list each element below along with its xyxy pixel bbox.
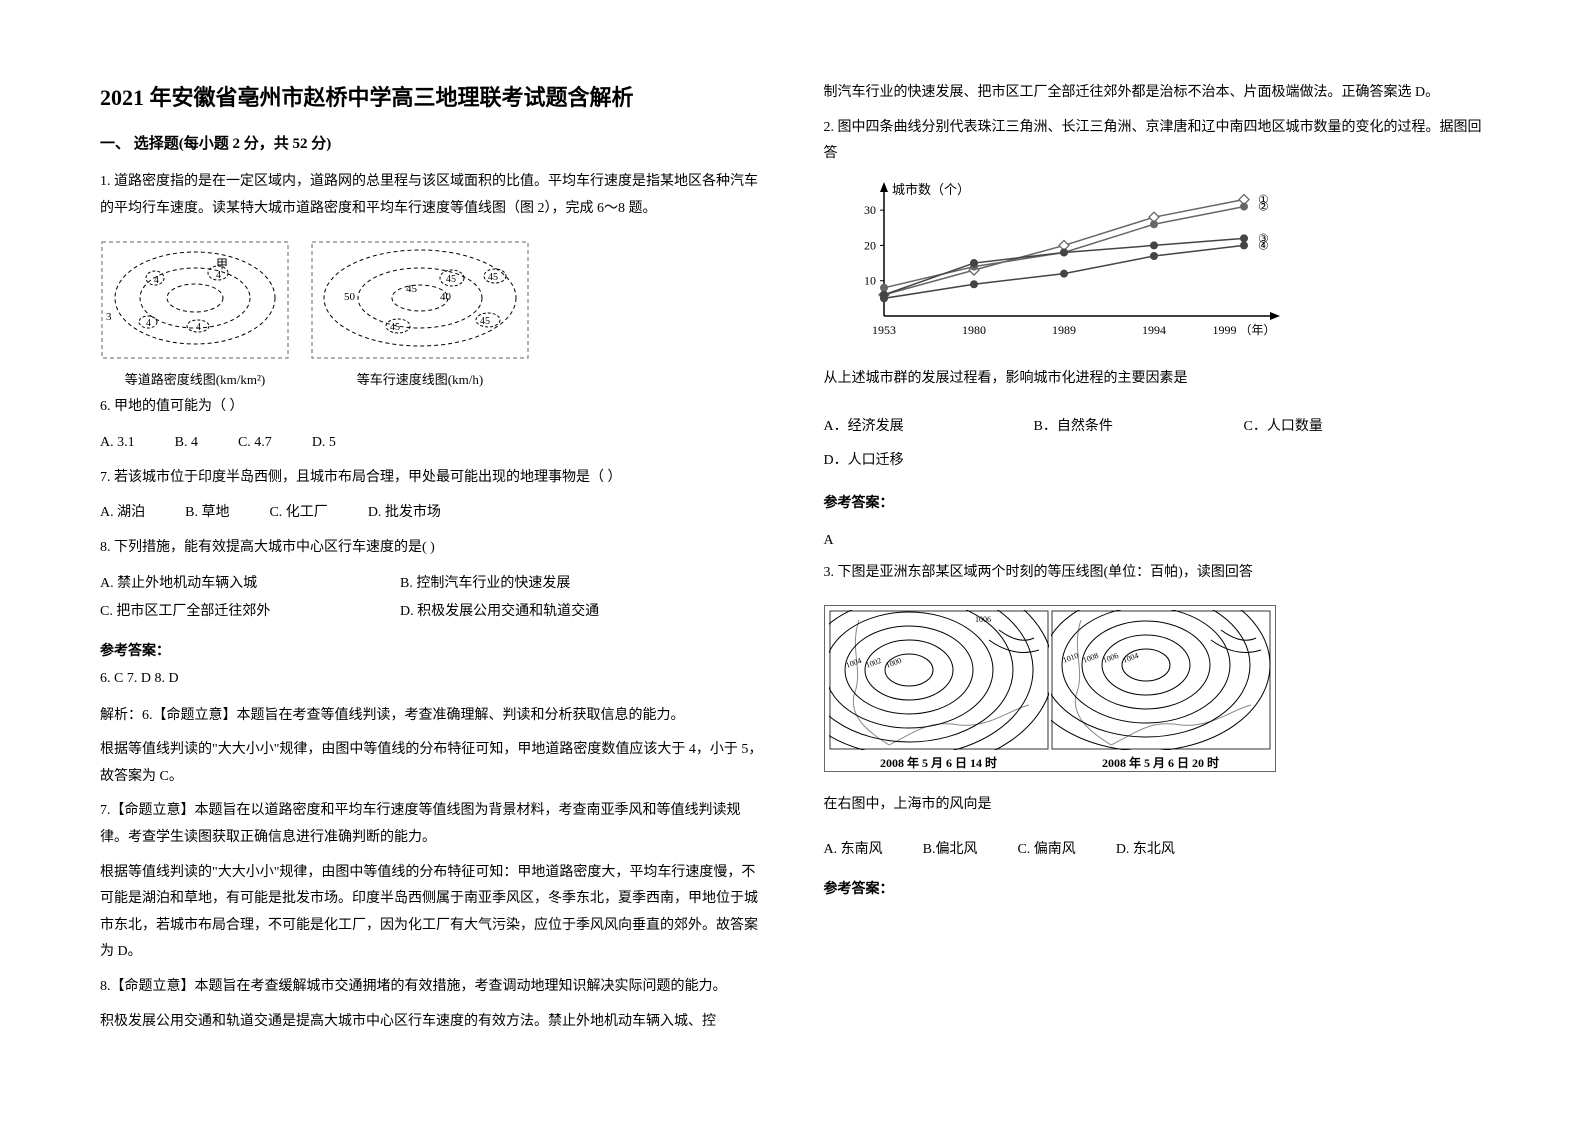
svg-text:20: 20 bbox=[864, 238, 876, 252]
speed-contour-svg: 50 45 40 45 45 45 45 bbox=[310, 240, 530, 360]
q1-fig-left: 3 4 4 4 4 甲 等道路密度线图(km/km²) bbox=[100, 240, 290, 388]
q1-fig-right-caption: 等车行速度线图(km/h) bbox=[310, 369, 530, 388]
q6-text: 6. 甲地的值可能为（ ） bbox=[100, 394, 764, 421]
q2-options: A．经济发展 B．自然条件 C．人口数量 D．人口迁移 bbox=[824, 410, 1488, 477]
svg-text:40: 40 bbox=[440, 291, 452, 303]
svg-text:45: 45 bbox=[480, 316, 490, 327]
svg-text:1980: 1980 bbox=[962, 323, 986, 337]
q1-answers: 6. C 7. D 8. D bbox=[100, 666, 764, 693]
svg-text:②: ② bbox=[1258, 199, 1269, 213]
q2-opt-a: A．经济发展 bbox=[824, 410, 1034, 444]
q6-explain-a: 解析：6.【命题立意】本题旨在考查等值线判读，考查准确理解、判读和分析获取信息的… bbox=[100, 703, 764, 730]
q3-answer-label: 参考答案： bbox=[824, 878, 1488, 898]
svg-text:45: 45 bbox=[446, 274, 456, 285]
svg-text:1953: 1953 bbox=[872, 323, 896, 337]
q8-opt-d: D. 积极发展公用交通和轨道交通 bbox=[400, 598, 599, 626]
svg-text:1989: 1989 bbox=[1052, 323, 1076, 337]
svg-text:4: 4 bbox=[146, 318, 151, 329]
section-1-header: 一、 选择题(每小题 2 分，共 52 分) bbox=[100, 132, 764, 153]
svg-text:45: 45 bbox=[406, 283, 418, 295]
q3-text: 在右图中，上海市的风向是 bbox=[824, 792, 1488, 819]
q8-explain-b: 积极发展公用交通和轨道交通是提高大城市中心区行车速度的有效方法。禁止外地机动车辆… bbox=[100, 1009, 764, 1036]
q1-fig-left-caption: 等道路密度线图(km/km²) bbox=[100, 369, 290, 388]
q3-fig-right-caption: 2008 年 5 月 6 日 20 时 bbox=[1102, 754, 1219, 771]
q3-intro: 3. 下图是亚洲东部某区域两个时刻的等压线图(单位：百帕)，读图回答 bbox=[824, 560, 1488, 587]
q8-options: A. 禁止外地机动车辆入城 B. 控制汽车行业的快速发展 C. 把市区工厂全部迁… bbox=[100, 570, 764, 626]
q3-options: A. 东南风 B.偏北风 C. 偏南风 D. 东北风 bbox=[824, 836, 1488, 864]
q1-fig-right: 50 45 40 45 45 45 45 等车行速度线图(km/h) bbox=[310, 240, 530, 388]
q3-fig-left-caption: 2008 年 5 月 6 日 14 时 bbox=[880, 754, 997, 771]
svg-text:45: 45 bbox=[488, 272, 498, 283]
svg-text:30: 30 bbox=[864, 203, 876, 217]
svg-text:1010: 1010 bbox=[1061, 651, 1079, 665]
q6-explain-b: 根据等值线判读的"大大小小"规律，由图中等值线的分布特征可知，甲地道路密度数值应… bbox=[100, 737, 764, 790]
svg-text:城市数（个）: 城市数（个） bbox=[892, 182, 970, 197]
q7-text: 7. 若该城市位于印度半岛西侧，且城市布局合理，甲处最可能出现的地理事物是（ ） bbox=[100, 465, 764, 492]
q6-options: A. 3.1 B. 4 C. 4.7 D. 5 bbox=[100, 429, 764, 457]
svg-text:3: 3 bbox=[106, 311, 112, 323]
svg-text:4: 4 bbox=[154, 275, 159, 286]
q3-opt-b: B.偏北风 bbox=[923, 836, 978, 864]
q2-opt-c: C．人口数量 bbox=[1244, 410, 1454, 444]
q8-opt-b: B. 控制汽车行业的快速发展 bbox=[400, 570, 570, 598]
q8-explain-a: 8.【命题立意】本题旨在考查缓解城市交通拥堵的有效措施，考查调动地理知识解决实际… bbox=[100, 974, 764, 1001]
q7-opt-a: A. 湖泊 bbox=[100, 499, 145, 527]
city-count-chart: 城市数（个）10203019531980198919941999 （年）①②③④ bbox=[824, 176, 1324, 356]
q1-intro: 1. 道路密度指的是在一定区域内，道路网的总里程与该区域面积的比值。平均车行速度… bbox=[100, 169, 764, 222]
q1-figure-row: 3 4 4 4 4 甲 等道路密度线图(km/km²) 50 45 bbox=[100, 240, 764, 388]
q1-answer-label: 参考答案： bbox=[100, 640, 764, 660]
density-contour-svg: 3 4 4 4 4 甲 bbox=[100, 240, 290, 360]
q6-opt-c: C. 4.7 bbox=[238, 429, 272, 457]
q2-answer: A bbox=[824, 528, 1488, 555]
svg-text:1994: 1994 bbox=[1142, 323, 1166, 337]
svg-text:4: 4 bbox=[216, 270, 221, 281]
q2-text: 从上述城市群的发展过程看，影响城市化进程的主要因素是 bbox=[824, 366, 1488, 393]
svg-text:45: 45 bbox=[390, 322, 400, 333]
q7-opt-c: C. 化工厂 bbox=[269, 499, 327, 527]
q7-opt-b: B. 草地 bbox=[185, 499, 229, 527]
q3-fig-left: 1000100210041006100810101012 2008 年 5 月 … bbox=[829, 610, 1049, 771]
svg-text:1999 （年）: 1999 （年） bbox=[1212, 323, 1275, 337]
q3-opt-a: A. 东南风 bbox=[824, 836, 883, 864]
svg-text:10: 10 bbox=[864, 273, 876, 287]
q2-opt-b: B．自然条件 bbox=[1034, 410, 1244, 444]
svg-text:1002: 1002 bbox=[864, 656, 882, 670]
q8-opt-c: C. 把市区工厂全部迁往郊外 bbox=[100, 598, 360, 626]
svg-text:1000: 1000 bbox=[884, 656, 902, 670]
q3-opt-d: D. 东北风 bbox=[1116, 836, 1175, 864]
svg-text:④: ④ bbox=[1258, 238, 1269, 252]
q3-figure-row: 1000100210041006100810101012 2008 年 5 月 … bbox=[824, 605, 1488, 772]
q3-fig-right: 100410061008101010121014 2008 年 5 月 6 日 … bbox=[1051, 610, 1271, 771]
q6-opt-d: D. 5 bbox=[312, 429, 336, 457]
q7-explain-b: 根据等值线判读的"大大小小"规律，由图中等值线的分布特征可知：甲地道路密度大，平… bbox=[100, 860, 764, 966]
q2-intro: 2. 图中四条曲线分别代表珠江三角洲、长江三角洲、京津唐和辽中南四地区城市数量的… bbox=[824, 115, 1488, 168]
svg-text:1004: 1004 bbox=[1121, 651, 1139, 665]
isobar-right-svg: 100410061008101010121014 bbox=[1051, 610, 1271, 750]
svg-text:4: 4 bbox=[196, 322, 201, 333]
q8-opt-a: A. 禁止外地机动车辆入城 bbox=[100, 570, 360, 598]
q3-opt-c: C. 偏南风 bbox=[1017, 836, 1075, 864]
q7-options: A. 湖泊 B. 草地 C. 化工厂 D. 批发市场 bbox=[100, 499, 764, 527]
q8-text: 8. 下列措施，能有效提高大城市中心区行车速度的是( ) bbox=[100, 535, 764, 562]
svg-text:甲: 甲 bbox=[216, 257, 228, 271]
page-title: 2021 年安徽省亳州市赵桥中学高三地理联考试题含解析 bbox=[100, 80, 764, 112]
svg-text:50: 50 bbox=[344, 291, 356, 303]
q2-opt-d: D．人口迁移 bbox=[824, 444, 1034, 478]
q2-answer-label: 参考答案： bbox=[824, 492, 1488, 512]
q7-opt-d: D. 批发市场 bbox=[368, 499, 441, 527]
q6-opt-b: B. 4 bbox=[175, 429, 198, 457]
q7-explain-a: 7.【命题立意】本题旨在以道路密度和平均车行速度等值线图为背景材料，考查南亚季风… bbox=[100, 798, 764, 851]
col2-continuation: 制汽车行业的快速发展、把市区工厂全部迁往郊外都是治标不治本、片面极端做法。正确答… bbox=[824, 80, 1488, 107]
left-column: 2021 年安徽省亳州市赵桥中学高三地理联考试题含解析 一、 选择题(每小题 2… bbox=[100, 80, 764, 1082]
right-column: 制汽车行业的快速发展、把市区工厂全部迁往郊外都是治标不治本、片面极端做法。正确答… bbox=[824, 80, 1488, 1082]
svg-text:1006: 1006 bbox=[1101, 651, 1119, 665]
isobar-left-svg: 1000100210041006100810101012 bbox=[829, 610, 1049, 750]
q6-opt-a: A. 3.1 bbox=[100, 429, 135, 457]
